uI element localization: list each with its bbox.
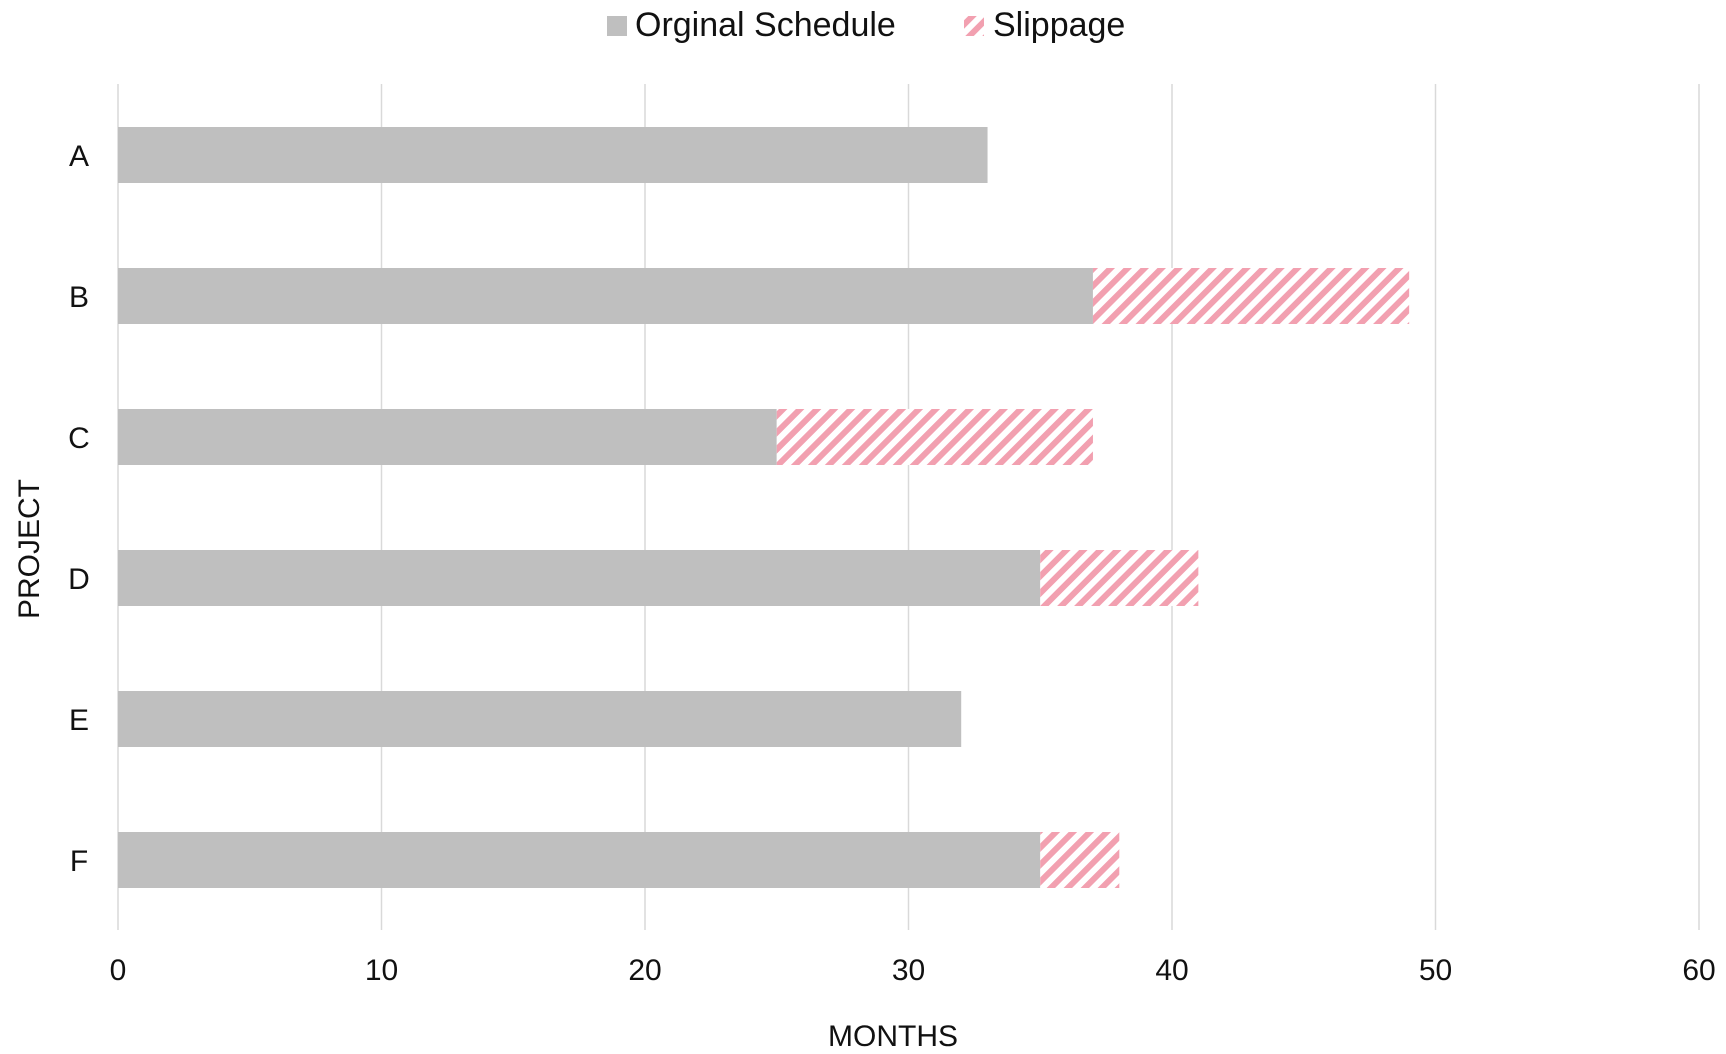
x-axis-title: MONTHS — [828, 1020, 958, 1049]
x-tick-label-40: 40 — [1155, 954, 1188, 987]
legend: Orginal Schedule Slippage — [607, 6, 1125, 44]
y-tick-label-B: B — [69, 281, 89, 314]
bar-original-A — [118, 127, 988, 183]
bar-original-B — [118, 268, 1093, 324]
y-tick-label-E: E — [69, 704, 89, 737]
bar-slippage-C — [776, 409, 1093, 465]
bar-original-F — [118, 832, 1041, 888]
x-tick-label-0: 0 — [110, 954, 127, 987]
gridlines — [117, 84, 1700, 930]
y-tick-label-C: C — [68, 422, 90, 455]
bar-slippage-D — [1040, 550, 1199, 606]
x-tick-label-30: 30 — [892, 954, 925, 987]
bar-original-D — [118, 550, 1041, 606]
y-axis-tick-labels: A B C D E F — [68, 140, 90, 878]
bar-slippage-F — [1040, 832, 1120, 888]
legend-label-original: Orginal Schedule — [635, 6, 896, 44]
legend-label-slippage: Slippage — [993, 6, 1125, 44]
bar-original-E — [118, 691, 962, 747]
x-tick-label-20: 20 — [628, 954, 661, 987]
y-tick-label-A: A — [69, 140, 89, 173]
y-tick-label-F: F — [70, 845, 88, 878]
bar-original-C — [118, 409, 777, 465]
legend-swatch-original — [607, 16, 627, 36]
bars — [118, 127, 1410, 888]
y-tick-label-D: D — [68, 563, 90, 596]
y-axis-title: PROJECT — [13, 479, 46, 619]
x-axis-tick-labels: 0 10 20 30 40 50 60 — [110, 954, 1716, 987]
x-tick-label-10: 10 — [365, 954, 398, 987]
x-tick-label-50: 50 — [1419, 954, 1452, 987]
bar-slippage-B — [1092, 268, 1410, 324]
legend-swatch-slippage — [964, 16, 984, 36]
x-tick-label-60: 60 — [1682, 954, 1715, 987]
